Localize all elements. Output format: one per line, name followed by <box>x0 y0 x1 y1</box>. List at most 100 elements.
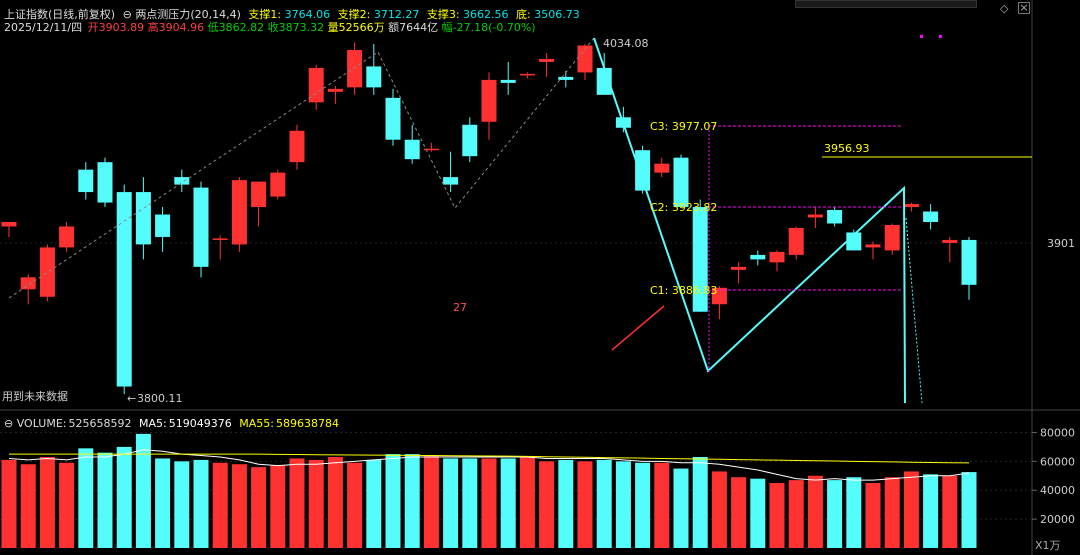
candle <box>97 157 113 208</box>
close-label: 收 <box>267 21 279 34</box>
candle <box>769 250 785 272</box>
price-axis-label: 3901 <box>1047 237 1075 250</box>
candle <box>174 169 190 193</box>
volume-bar <box>884 477 900 548</box>
candle-body <box>961 239 977 285</box>
ma55-label: MA55: <box>239 417 274 430</box>
amount-value: 7644亿 <box>399 21 439 34</box>
candle-body <box>481 79 497 122</box>
volume-panel-label: VOLUME: <box>16 417 67 430</box>
candle-body <box>174 177 190 185</box>
low-label: 低 <box>207 21 219 34</box>
close-icon[interactable]: × <box>1018 1 1030 14</box>
bottom-value: 3506.73 <box>534 8 580 21</box>
candle-body <box>750 254 766 260</box>
candle <box>577 44 593 80</box>
candle <box>20 274 36 305</box>
indicator-name[interactable]: 两点测压力 <box>135 8 191 21</box>
change-label: 幅 <box>441 21 453 34</box>
candle <box>78 162 94 200</box>
ma5-line <box>8 449 970 481</box>
volume-bar <box>462 458 478 548</box>
volume-bars <box>1 433 977 548</box>
zigzag-projection <box>905 217 923 404</box>
support2-label: 支撑2: <box>337 8 371 21</box>
unit-label: X1万 <box>1035 539 1061 552</box>
volume-bar <box>174 461 190 548</box>
volume-panel-icon[interactable]: ⊖ <box>4 417 14 430</box>
volume-bar <box>481 458 497 548</box>
candle-body <box>769 251 785 263</box>
volume-bar <box>807 475 823 548</box>
candle-body <box>519 73 535 76</box>
candle-body <box>155 214 171 237</box>
count-label: 27 <box>453 301 467 314</box>
candle-body <box>347 49 363 88</box>
volume-bar <box>500 458 516 548</box>
candle <box>251 181 267 227</box>
volume-bar <box>827 480 843 548</box>
candle <box>308 64 324 110</box>
volume-bar <box>39 457 55 548</box>
volume-bar <box>59 462 75 548</box>
volume-bar <box>942 475 958 548</box>
chart-header-row2: 2025/12/11/四 开3903.89 高3904.96 低3862.82 … <box>4 21 540 34</box>
candle <box>865 241 881 260</box>
arrow-line <box>611 305 665 351</box>
close-value: 3873.32 <box>278 21 325 34</box>
support3-value: 3662.56 <box>463 8 509 21</box>
volume-tick-label: 40000 <box>1040 484 1075 497</box>
volume-bar <box>731 477 747 548</box>
candle-body <box>654 163 670 173</box>
candle-body <box>308 67 324 103</box>
candle <box>750 250 766 266</box>
ma5-label: MA5: <box>139 417 167 430</box>
volume-bar <box>558 459 574 548</box>
candle-body <box>97 162 113 203</box>
c1-label: C1: 3886.83 <box>650 284 717 297</box>
open-value: 3903.89 <box>98 21 145 34</box>
ma55-value: 589638784 <box>275 417 339 430</box>
candle-body <box>711 287 727 305</box>
candle <box>558 70 574 88</box>
candlestick-series <box>1 42 977 394</box>
high-value: 3904.96 <box>158 21 205 34</box>
candle-body <box>135 192 151 245</box>
volume-bar <box>155 458 171 548</box>
volume-bar <box>251 467 267 548</box>
volume-bar <box>865 483 881 548</box>
candle <box>231 177 247 252</box>
volume-bar <box>769 483 785 548</box>
volume-bar <box>846 477 862 548</box>
volume-tick-label: 80000 <box>1040 426 1075 439</box>
candle <box>731 262 747 284</box>
candle-body <box>923 211 939 222</box>
candle-body <box>78 169 94 193</box>
change-value: -27.18(-0.70%) <box>452 21 536 34</box>
candle <box>846 229 862 251</box>
candle <box>347 42 363 95</box>
volume-bar <box>596 459 612 548</box>
candle <box>654 157 670 178</box>
volume-bar <box>750 478 766 548</box>
volume-bar <box>404 454 420 548</box>
volume-bar <box>366 459 382 548</box>
bottom-label: 底: <box>516 8 531 21</box>
settings-icon[interactable]: ⊖ <box>122 8 132 21</box>
volume-bar <box>116 446 132 548</box>
candle <box>212 235 228 260</box>
volume-bar <box>692 457 708 548</box>
volume-bar <box>711 471 727 548</box>
zigzag-line <box>593 37 906 404</box>
collapse-icon[interactable]: ◇ <box>1000 2 1009 15</box>
candle <box>59 221 75 252</box>
volume-bar <box>443 458 459 548</box>
volume-label: 量 <box>327 21 339 34</box>
volume-bar <box>539 461 555 548</box>
candle-body <box>1 221 17 227</box>
candle <box>961 236 977 300</box>
candle-body <box>865 244 881 248</box>
volume-bar <box>635 462 651 548</box>
candle <box>443 151 459 193</box>
